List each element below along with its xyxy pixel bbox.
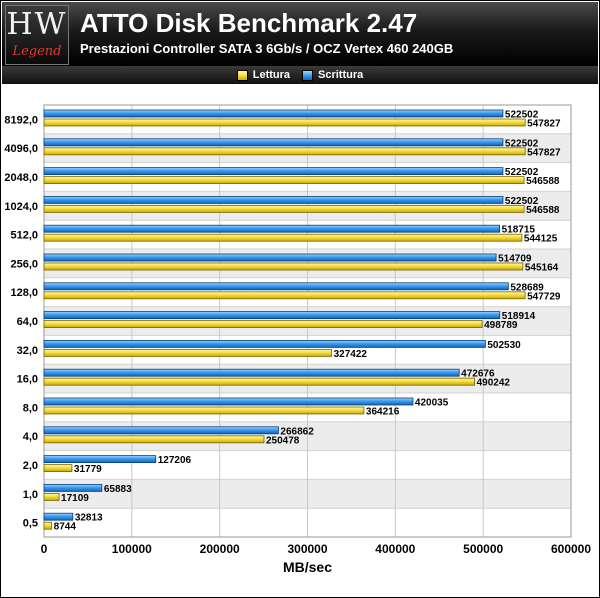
bar-lettura [43,406,365,415]
data-label-lettura: 364216 [366,407,400,418]
legend-label: Lettura [252,69,291,81]
x-tick-label: 600000 [551,542,591,556]
y-tick-label: 1024,0 [4,201,38,213]
logo-sub-text: Legend [12,44,62,59]
y-tick-label: 8,0 [23,402,38,414]
data-label-scrittura: 518715 [502,225,536,236]
bar-scrittura [43,455,157,464]
data-label-lettura: 250478 [266,435,300,446]
data-label-scrittura: 522502 [505,167,539,178]
bar-scrittura [43,483,103,492]
y-tick-label: 1,0 [23,489,38,501]
bar-lettura [43,320,483,329]
bar-lettura [43,118,526,127]
data-label-lettura: 547827 [527,147,561,158]
bar-scrittura [43,368,460,377]
data-label-scrittura: 518914 [502,311,536,322]
y-tick-label: 32,0 [17,345,38,357]
data-label-lettura: 547729 [527,291,561,302]
bar-lettura [43,176,525,185]
bar-lettura [43,492,60,501]
data-label-scrittura: 127206 [158,455,192,466]
y-tick-label: 4,0 [23,431,38,443]
bar-scrittura [43,253,497,262]
bar-scrittura [43,512,74,521]
chart-subtitle: Prestazioni Controller SATA 3 6Gb/s / OC… [80,41,454,56]
y-tick-label: 256,0 [10,258,38,270]
bar-lettura [43,377,475,386]
bar-lettura [43,233,523,242]
data-label-lettura: 546588 [526,205,560,216]
legend-swatch [236,69,248,81]
bar-scrittura [43,339,486,348]
y-tick-label: 512,0 [10,230,38,242]
data-label-lettura: 545164 [525,263,559,274]
x-tick-label: 500000 [463,542,503,556]
y-tick-label: 2048,0 [4,172,38,184]
bar-lettura [43,435,265,444]
bar-lettura [43,521,53,530]
data-label-scrittura: 266862 [280,426,314,437]
data-label-scrittura: 528689 [510,282,544,293]
bar-lettura [43,204,525,213]
data-label-scrittura: 65883 [104,484,132,495]
data-label-scrittura: 522502 [505,196,539,207]
y-tick-label: 16,0 [17,374,38,386]
y-tick-label: 4096,0 [4,143,38,155]
header-bar: HW Legend ATTO Disk Benchmark 2.47 Prest… [2,2,598,66]
x-tick-label: 0 [41,542,48,556]
data-label-scrittura: 502530 [487,340,521,351]
bar-lettura [43,147,526,156]
bar-scrittura [43,167,504,176]
legend-item-lettura: Lettura [236,69,291,81]
legend: Lettura Scrittura [2,66,598,84]
data-label-scrittura: 32813 [75,513,103,524]
x-tick-label: 200000 [200,542,240,556]
x-tick-label: 400000 [375,542,415,556]
y-tick-label: 2,0 [23,460,38,472]
bar-scrittura [43,195,504,204]
hwlegend-logo: HW Legend [5,5,69,65]
x-tick-label: 300000 [287,542,327,556]
bar-scrittura [43,311,501,320]
bar-scrittura [43,426,279,435]
bar-lettura [43,348,332,357]
bar-scrittura [43,282,509,291]
data-label-lettura: 17109 [61,493,89,504]
y-tick-label: 128,0 [10,287,38,299]
data-label-lettura: 31779 [74,464,102,475]
bar-lettura [43,464,73,473]
bar-lettura [43,262,524,271]
data-label-scrittura: 514709 [498,254,532,265]
x-tick-label: 100000 [112,542,152,556]
x-axis-title: MB/sec [283,559,332,575]
data-label-lettura: 544125 [524,234,558,245]
data-label-lettura: 490242 [477,378,511,389]
data-label-lettura: 327422 [334,349,368,360]
data-label-lettura: 8744 [54,522,77,533]
data-label-lettura: 547827 [527,119,561,130]
data-label-scrittura: 420035 [415,398,449,409]
bar-scrittura [43,224,501,233]
bar-scrittura [43,397,414,406]
y-tick-label: 0,5 [23,518,38,530]
y-tick-label: 8192,0 [4,114,38,126]
y-tick-label: 64,0 [17,316,38,328]
data-label-lettura: 546588 [526,176,560,187]
bar-lettura [43,291,526,300]
bar-scrittura [43,138,504,147]
legend-band: Lettura Scrittura [2,66,598,84]
legend-swatch [302,69,314,81]
chart-title: ATTO Disk Benchmark 2.47 [80,8,418,38]
legend-item-scrittura: Scrittura [302,69,363,81]
legend-label: Scrittura [318,69,364,81]
bar-scrittura [43,109,504,118]
data-label-lettura: 498789 [484,320,518,331]
data-label-scrittura: 472676 [461,369,495,380]
data-label-scrittura: 522502 [505,110,539,121]
data-label-scrittura: 522502 [505,138,539,149]
logo-main-text: HW [6,7,68,42]
